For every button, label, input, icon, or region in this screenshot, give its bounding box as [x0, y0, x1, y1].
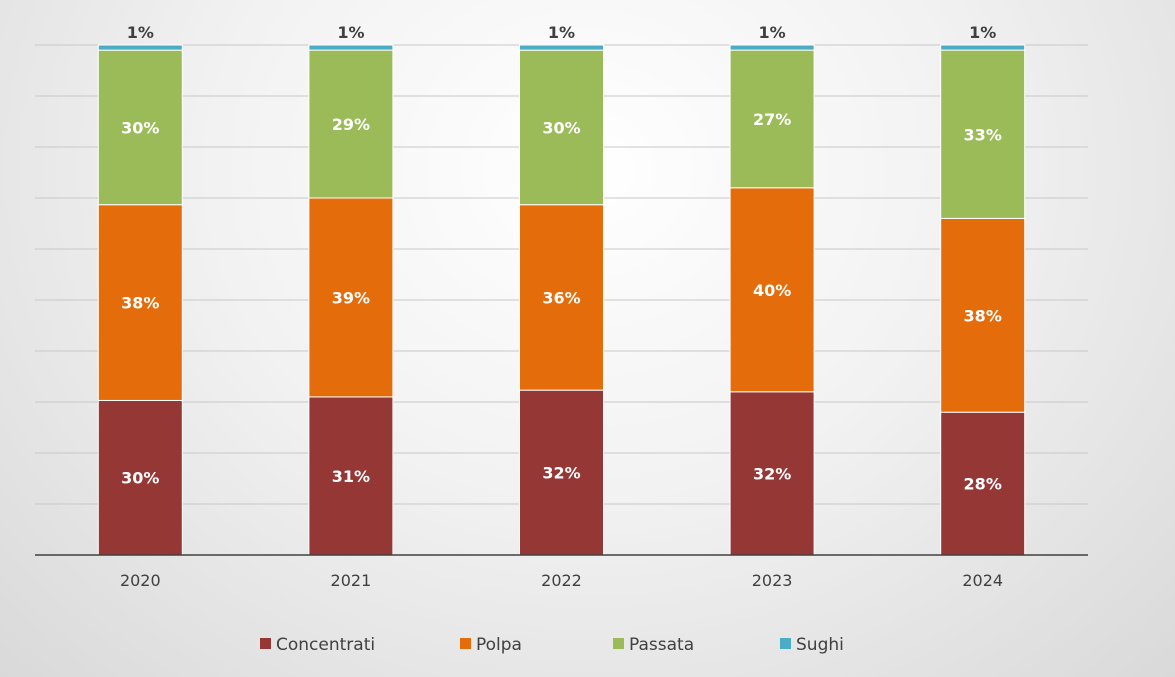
- x-tick-labels: 2020 2021 2022 2023 2024: [120, 571, 1003, 590]
- x-tick-label-2022: 2022: [541, 571, 582, 590]
- x-tick-label-2020: 2020: [120, 571, 161, 590]
- data-label-sughi-2024: 1%: [969, 23, 996, 42]
- bar-polpa-2023: [729, 187, 815, 393]
- bar-sughi-2021: [308, 44, 394, 51]
- bar-polpa-2020: [97, 204, 183, 401]
- x-tick-label-2021: 2021: [331, 571, 372, 590]
- bar-sughi-2023: [729, 44, 815, 51]
- data-label-concentrati-2023: 32%: [753, 464, 791, 483]
- data-label-sughi-2022: 1%: [548, 23, 575, 42]
- bar-passata-2021: [308, 49, 394, 199]
- data-label-polpa-2022: 36%: [542, 288, 580, 307]
- x-tick-label-2024: 2024: [962, 571, 1003, 590]
- bar-sughi-2022: [519, 44, 604, 51]
- data-label-sughi-2021: 1%: [337, 23, 364, 42]
- data-label-concentrati-2022: 32%: [542, 464, 580, 483]
- data-label-concentrati-2024: 28%: [964, 475, 1002, 494]
- bar-concentrati-2021: [308, 396, 394, 556]
- bar-passata-2022: [519, 49, 604, 206]
- data-label-passata-2021: 29%: [332, 115, 370, 134]
- legend-swatch-polpa: [460, 638, 471, 649]
- bar-polpa-2021: [308, 197, 394, 398]
- legend-label-concentrati: Concentrati: [276, 635, 375, 655]
- legend-swatch-concentrati: [260, 638, 271, 649]
- legend-label-passata: Passata: [629, 635, 694, 655]
- bar-concentrati-2023: [729, 391, 815, 556]
- data-label-passata-2022: 30%: [542, 118, 580, 137]
- bar-passata-2023: [729, 49, 815, 189]
- bar-sughi-2024: [940, 44, 1026, 51]
- legend-label-sughi: Sughi: [796, 635, 844, 655]
- legend: Concentrati Polpa Passata Sughi: [260, 635, 844, 655]
- bar-passata-2020: [97, 49, 183, 206]
- data-label-polpa-2023: 40%: [753, 281, 791, 300]
- bar-sughi-2020: [97, 44, 183, 51]
- bar-concentrati-2022: [519, 389, 604, 556]
- bar-concentrati-2024: [940, 411, 1026, 556]
- data-label-passata-2023: 27%: [753, 110, 791, 129]
- data-label-concentrati-2021: 31%: [332, 467, 370, 486]
- data-label-polpa-2021: 39%: [332, 288, 370, 307]
- data-label-passata-2020: 30%: [121, 118, 159, 137]
- data-label-sughi-2023: 1%: [759, 23, 786, 42]
- legend-swatch-sughi: [780, 638, 791, 649]
- data-label-passata-2024: 33%: [964, 125, 1002, 144]
- legend-label-polpa: Polpa: [476, 635, 522, 655]
- data-label-concentrati-2020: 30%: [121, 469, 159, 488]
- x-tick-label-2023: 2023: [752, 571, 793, 590]
- data-label-polpa-2020: 38%: [121, 294, 159, 313]
- data-label-polpa-2024: 38%: [964, 306, 1002, 325]
- bar-polpa-2022: [519, 204, 604, 391]
- data-label-sughi-2020: 1%: [127, 23, 154, 42]
- bars: 30% 38% 30% 1% 31% 39% 29% 1% 32% 36% 30% 1% 32% 40% 2…: [97, 23, 1026, 556]
- legend-swatch-passata: [613, 638, 624, 649]
